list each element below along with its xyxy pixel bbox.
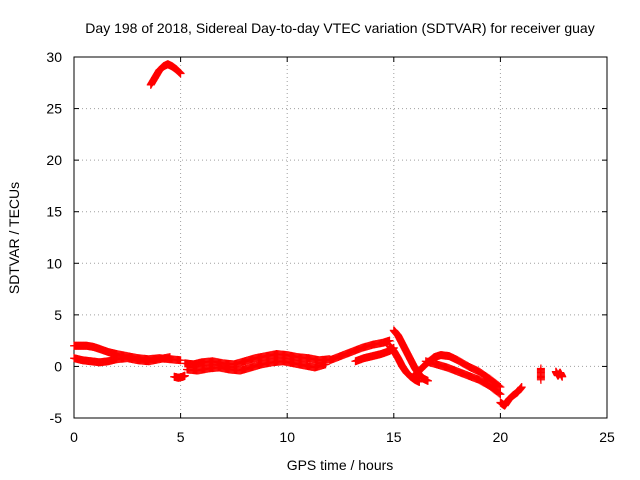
x-tick-label: 0 [70, 429, 78, 445]
x-tick-label: 25 [599, 429, 615, 445]
y-tick-label: 30 [46, 49, 62, 65]
y-tick-label: 0 [54, 358, 62, 374]
x-tick-label: 15 [386, 429, 402, 445]
axis-ticks: 0 5 10 15 20 25 -5 0 5 10 15 20 25 30 [46, 49, 615, 445]
data-point [415, 377, 424, 386]
series-isolated-22h [536, 364, 545, 384]
data-point [176, 356, 185, 365]
data-point [496, 383, 505, 392]
series-track-E [325, 336, 394, 365]
data-point [517, 383, 526, 392]
y-tick-label: 20 [46, 152, 62, 168]
series-descent-2 [385, 341, 424, 386]
x-tick-label: 20 [493, 429, 509, 445]
data-point [558, 372, 567, 381]
y-tick-label: 10 [46, 255, 62, 271]
y-tick-label: 15 [46, 204, 62, 220]
chart-title: Day 198 of 2018, Sidereal Day-to-day VTE… [85, 20, 594, 36]
plot-frame [73, 56, 608, 419]
data-points [70, 60, 567, 410]
x-tick-label: 5 [177, 429, 185, 445]
series-tail [496, 383, 526, 410]
data-point [495, 389, 504, 398]
series-upper-arc [146, 60, 185, 89]
series-track-B [70, 353, 174, 367]
data-point [536, 375, 545, 384]
y-axis-label: SDTVAR / TECUs [6, 182, 22, 294]
x-axis-label: GPS time / hours [287, 457, 394, 473]
data-point [495, 382, 504, 391]
data-point [423, 376, 432, 385]
y-tick-label: 25 [46, 101, 62, 117]
data-point [321, 360, 330, 369]
series-track-D [182, 357, 330, 375]
y-tick-label: -5 [50, 410, 63, 426]
y-tick-label: 5 [54, 307, 62, 323]
series-cluster-22.8h [551, 367, 567, 381]
series-lower-fall [421, 357, 505, 399]
data-point [180, 371, 189, 380]
data-point [176, 69, 185, 78]
data-point [496, 390, 505, 399]
x-tick-label: 10 [279, 429, 295, 445]
series-dip-near-5h [170, 371, 189, 382]
grid-lines [74, 57, 607, 418]
data-point [165, 353, 174, 362]
